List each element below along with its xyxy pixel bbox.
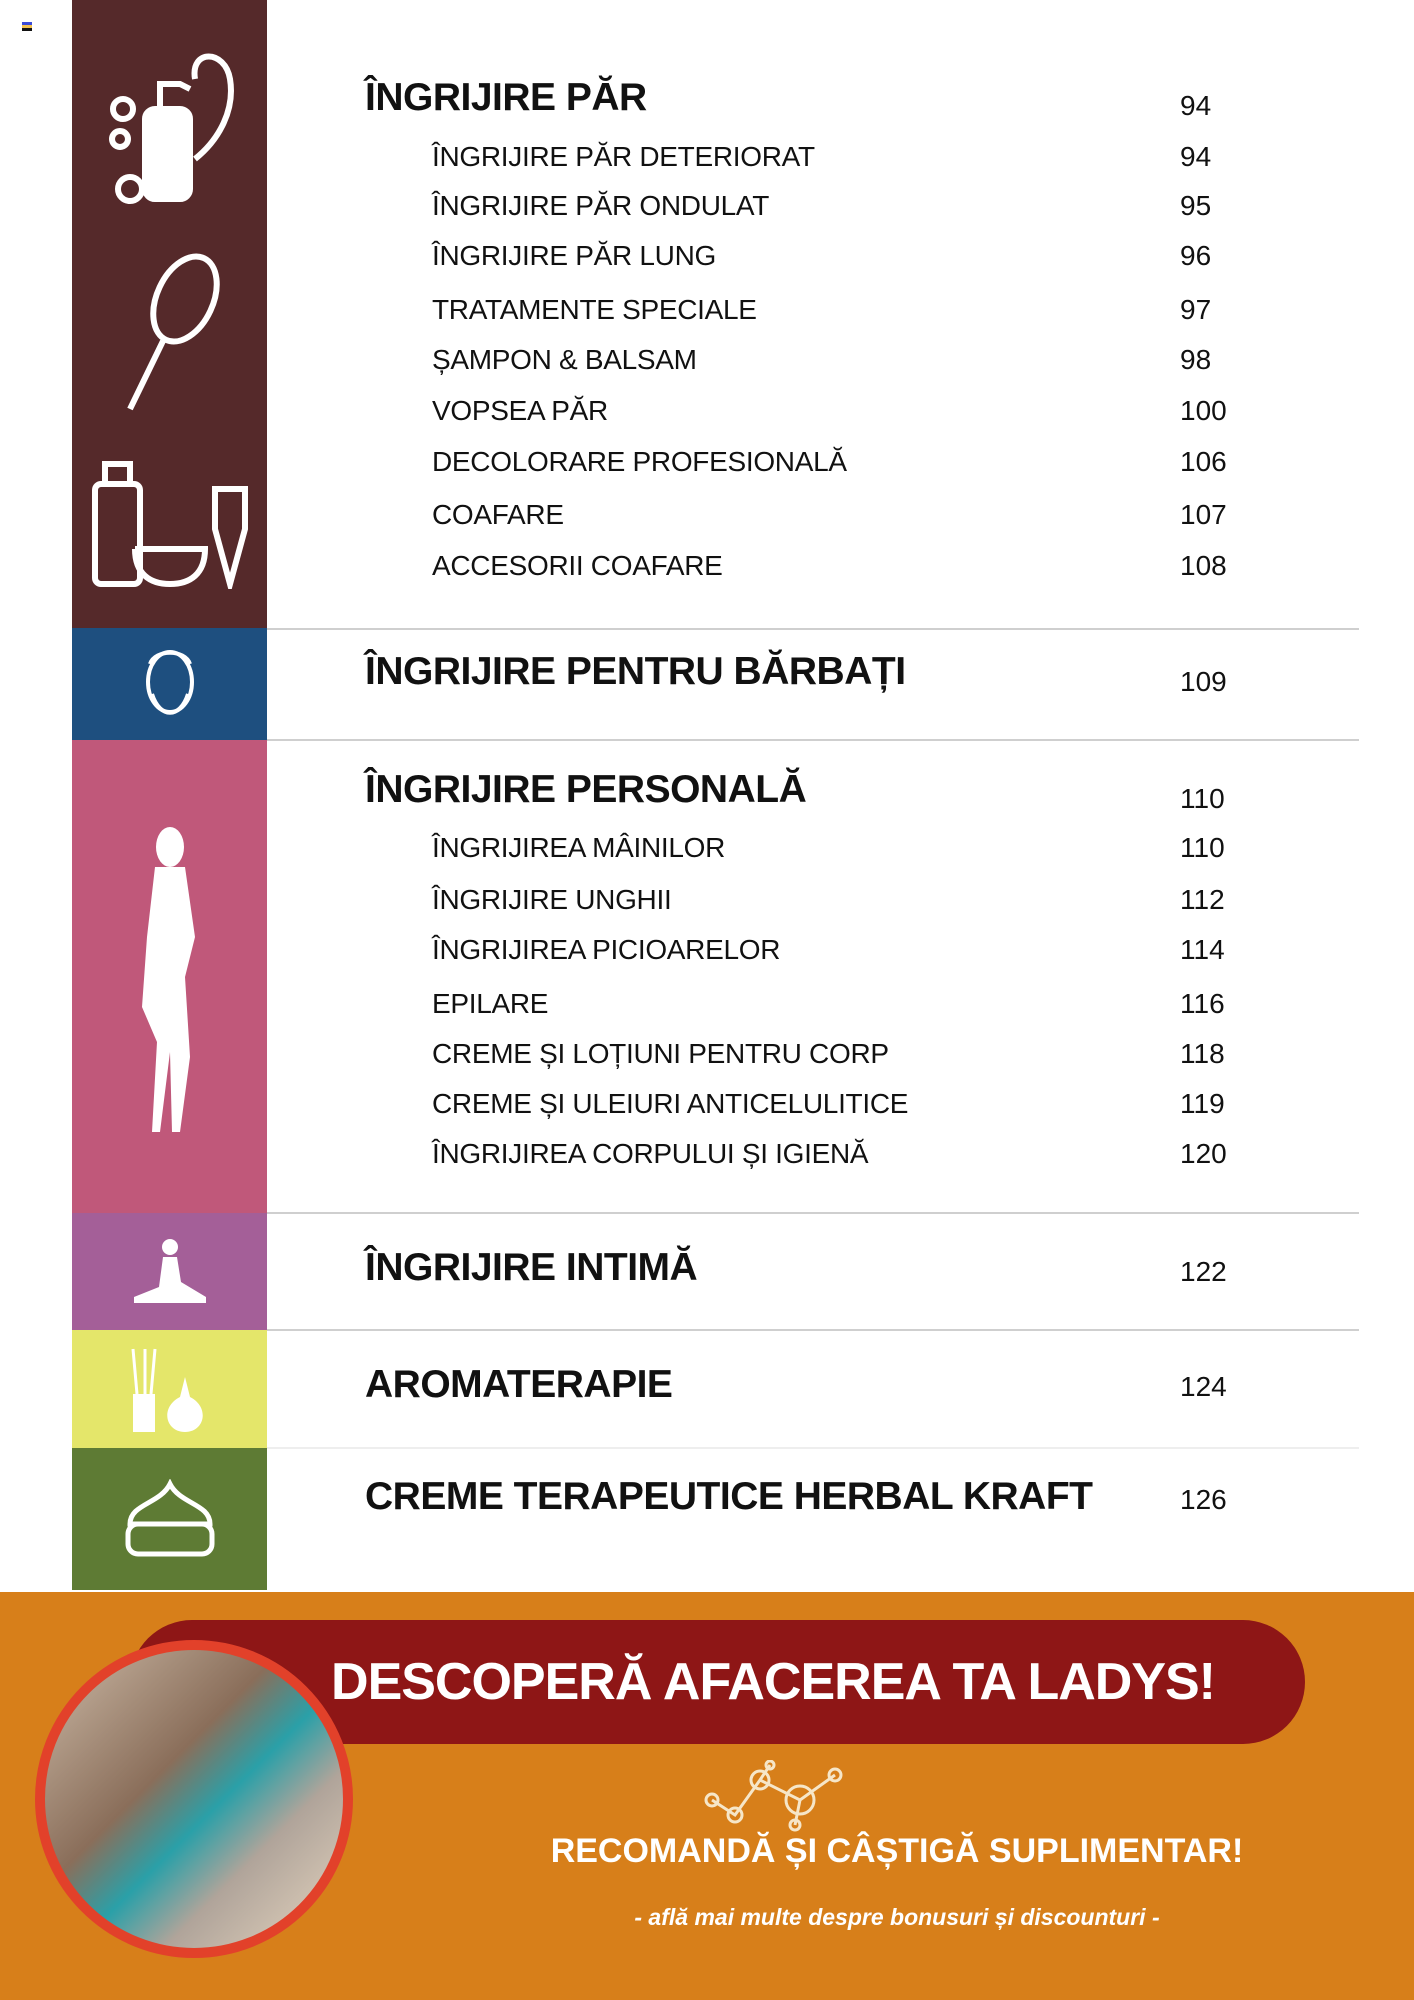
toc-item[interactable]: VOPSEA PĂR [432,395,608,426]
divider [267,739,1359,741]
page-number: 118 [1180,1038,1225,1069]
toc-item[interactable]: EPILARE [432,988,549,1019]
toc-item[interactable]: ÎNGRIJIREA PICIOARELOR [432,934,781,965]
page-number: 108 [1180,550,1227,581]
section-title[interactable]: ÎNGRIJIRE INTIMĂ [365,1246,698,1289]
page-number: 126 [1180,1484,1227,1515]
toc-item[interactable]: CREME ȘI ULEIURI ANTICELULITICE [432,1088,909,1119]
section-title[interactable]: AROMATERAPIE [365,1363,673,1406]
page-number: 106 [1180,446,1227,477]
toc-item[interactable]: DECOLORARE PROFESIONALĂ [432,446,847,477]
hairbrush-icon [126,253,220,411]
toc-item[interactable]: CREME ȘI LOȚIUNI PENTRU CORP [432,1038,889,1069]
aromatherapy-band [72,1330,267,1448]
page-number: 96 [1180,240,1212,271]
toc-item[interactable]: ÎNGRIJIREA MÂINILOR [432,832,726,863]
toc-item[interactable]: ÎNGRIJIRE PĂR ONDULAT [432,190,770,221]
toc-item[interactable]: ÎNGRIJIRE PĂR DETERIORAT [432,141,815,172]
page-number: 119 [1180,1088,1225,1119]
section-title[interactable]: ÎNGRIJIRE PĂR [365,76,647,119]
toc-item[interactable]: ÎNGRIJIRE PĂR LUNG [432,240,716,271]
page-number: 110 [1180,783,1225,814]
divider [267,628,1359,630]
women-photo [35,1640,353,1958]
kneeling-woman-icon [133,1238,206,1303]
cream-jar-icon [125,1479,214,1557]
diffuser-icon [131,1348,203,1432]
page-number: 107 [1180,499,1227,530]
promo-tagline[interactable]: - află mai multe despre bonusuri și disc… [634,1904,1160,1930]
toc-item[interactable]: TRATAMENTE SPECIALE [432,294,757,325]
promo-headline: DESCOPERĂ AFACEREA TA LADYS! [331,1653,1216,1711]
section-title[interactable]: ÎNGRIJIRE PENTRU BĂRBAȚI [365,650,906,693]
page-number: 122 [1180,1256,1227,1287]
personal-care-band [72,740,267,1213]
divider [267,1212,1359,1214]
toc-item[interactable]: COAFARE [432,499,564,530]
men-care-band [72,628,267,740]
page-number: 110 [1180,832,1225,863]
page-number: 124 [1180,1371,1227,1402]
hair-dye-kit-icon [91,461,248,589]
page-number: 100 [1180,395,1227,426]
page-number: 94 [1180,141,1212,172]
page-number: 116 [1180,988,1225,1019]
page-number: 109 [1180,666,1227,697]
page-number: 120 [1180,1138,1227,1169]
page-number: 95 [1180,190,1212,221]
section-title[interactable]: ÎNGRIJIRE PERSONALĂ [365,768,807,811]
hair-care-band [72,0,267,628]
toc-item[interactable]: ȘAMPON & BALSAM [432,344,697,375]
page-number: 114 [1180,934,1225,965]
page-number: 112 [1180,884,1225,915]
shampoo-bottle-icon [108,53,234,204]
page-number: 98 [1180,344,1212,375]
woman-silhouette-icon [141,826,195,1132]
page-number: 94 [1180,90,1212,121]
page-number: 97 [1180,294,1212,325]
flag-icon [22,22,32,31]
toc-item[interactable]: ACCESORII COAFARE [432,550,723,581]
bearded-man-icon [145,650,194,715]
toc-item[interactable]: ÎNGRIJIREA CORPULUI ȘI IGIENĂ [432,1138,869,1169]
toc-item[interactable]: ÎNGRIJIRE UNGHII [432,884,672,915]
section-title[interactable]: CREME TERAPEUTICE HERBAL KRAFT [365,1475,1093,1518]
intimate-care-band [72,1213,267,1330]
promo-subheadline: RECOMANDĂ ȘI CÂȘTIGĂ SUPLIMENTAR! [550,1832,1244,1870]
divider [267,1329,1359,1331]
network-people-icon [704,1760,843,1832]
promo-banner[interactable]: DESCOPERĂ AFACEREA TA LADYS! RECOMANDĂ Ș… [0,1592,1414,2000]
herbal-kraft-band [72,1448,267,1590]
divider [267,1447,1359,1449]
